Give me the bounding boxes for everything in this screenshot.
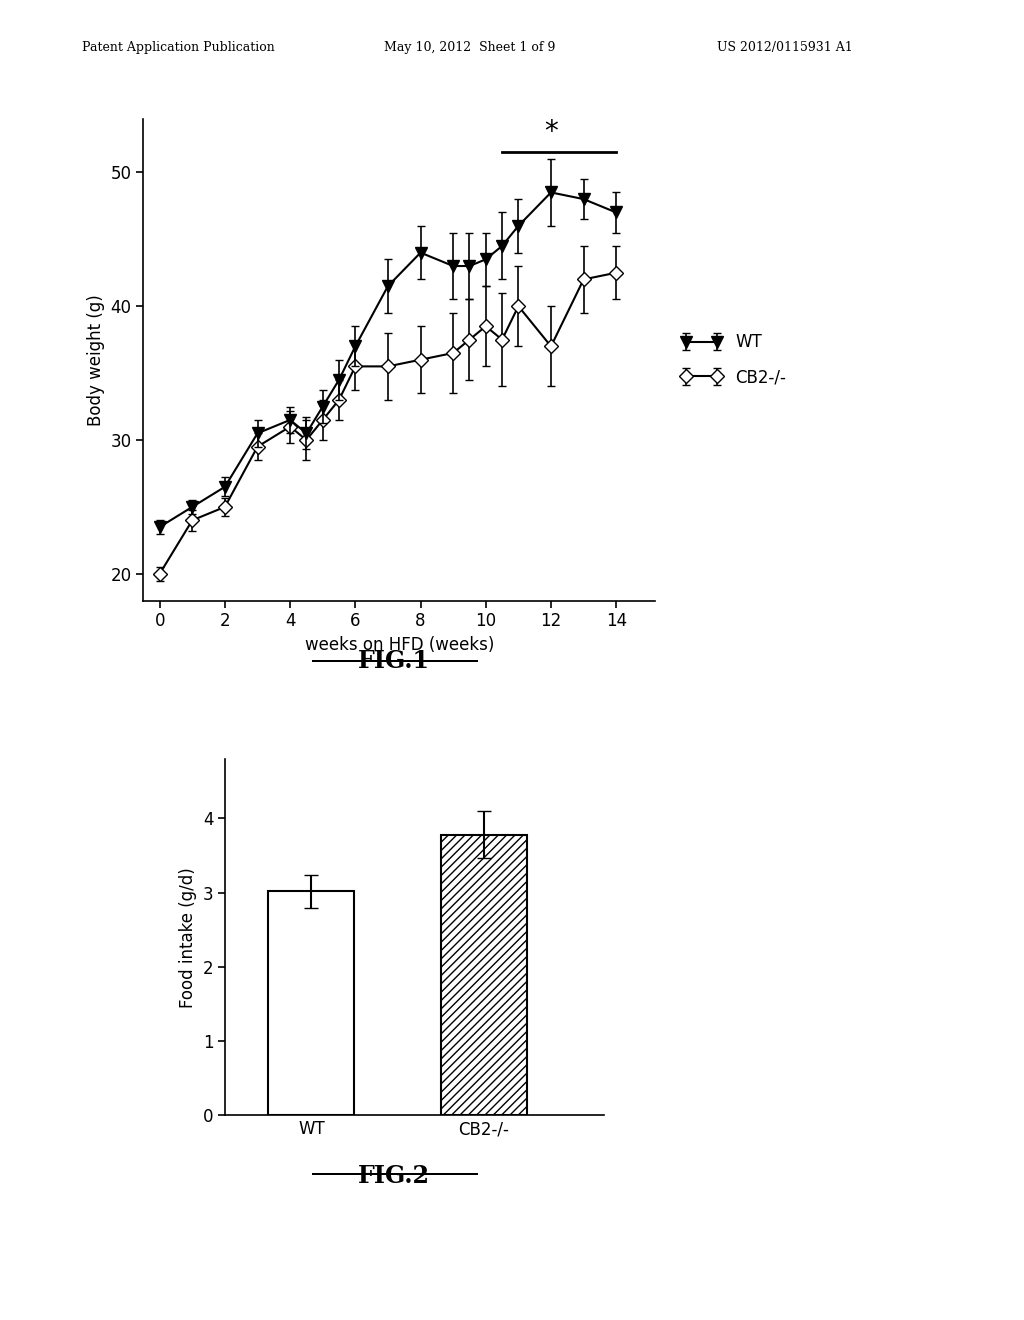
Text: US 2012/0115931 A1: US 2012/0115931 A1 [717, 41, 853, 54]
Text: Patent Application Publication: Patent Application Publication [82, 41, 274, 54]
Y-axis label: Body weight (g): Body weight (g) [87, 294, 104, 425]
Text: FIG.2: FIG.2 [358, 1164, 430, 1188]
Text: *: * [544, 117, 558, 145]
X-axis label: weeks on HFD (weeks): weeks on HFD (weeks) [305, 636, 494, 653]
Bar [268, 891, 354, 1115]
Text: FIG.1: FIG.1 [358, 649, 430, 673]
Text: May 10, 2012  Sheet 1 of 9: May 10, 2012 Sheet 1 of 9 [384, 41, 555, 54]
Legend: WT, CB2-/-: WT, CB2-/- [674, 326, 794, 393]
Bar [440, 834, 526, 1115]
Y-axis label: Food intake (g/d): Food intake (g/d) [179, 867, 198, 1007]
